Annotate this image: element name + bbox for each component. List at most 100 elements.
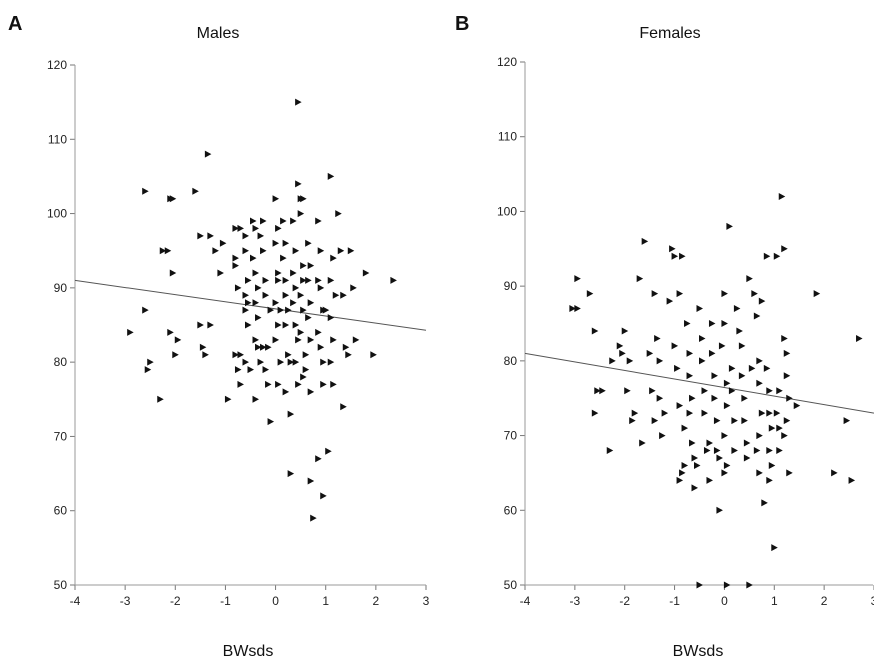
x-tick-label: 2 bbox=[373, 594, 380, 608]
data-point-males bbox=[159, 247, 167, 255]
data-point-females bbox=[626, 357, 634, 365]
data-point-females bbox=[756, 469, 763, 477]
data-point-males bbox=[197, 321, 204, 329]
data-point-males bbox=[297, 210, 305, 218]
x-tick-label: -3 bbox=[120, 594, 131, 608]
data-point-males bbox=[302, 366, 310, 374]
data-point-males bbox=[290, 217, 297, 225]
data-point-females bbox=[586, 290, 594, 298]
data-point-males bbox=[272, 336, 280, 344]
panel-letter-a: A bbox=[8, 13, 22, 35]
y-tick-label: 80 bbox=[54, 355, 68, 369]
y-tick-label: 90 bbox=[504, 279, 518, 293]
data-point-males bbox=[317, 284, 325, 292]
data-point-females bbox=[751, 290, 758, 298]
data-point-males bbox=[300, 262, 307, 270]
data-point-males bbox=[327, 314, 335, 322]
data-point-males bbox=[305, 239, 312, 247]
data-point-males bbox=[232, 254, 239, 262]
data-point-males bbox=[272, 239, 280, 247]
data-point-males bbox=[217, 269, 224, 277]
data-point-males bbox=[275, 321, 282, 329]
data-point-females bbox=[731, 447, 738, 455]
y-tick-label: 110 bbox=[498, 130, 517, 144]
data-point-females bbox=[698, 334, 706, 342]
data-point-females bbox=[721, 290, 728, 298]
data-point-females bbox=[716, 454, 723, 462]
data-point-males bbox=[242, 291, 249, 299]
data-point-females bbox=[629, 417, 636, 425]
y-tick-label: 100 bbox=[497, 204, 517, 218]
data-point-females bbox=[691, 454, 699, 462]
data-point-females bbox=[701, 387, 708, 395]
data-point-males bbox=[295, 180, 302, 188]
data-point-females bbox=[671, 342, 679, 350]
data-point-males bbox=[317, 247, 325, 255]
data-point-males bbox=[275, 380, 282, 388]
data-point-males bbox=[330, 380, 337, 388]
data-point-females bbox=[786, 469, 793, 477]
data-point-males bbox=[330, 254, 337, 262]
data-point-females bbox=[706, 476, 713, 484]
data-point-females bbox=[753, 447, 761, 455]
data-point-males bbox=[280, 254, 287, 262]
data-point-females bbox=[656, 394, 664, 402]
data-point-males bbox=[169, 195, 177, 203]
data-point-females bbox=[718, 342, 726, 350]
x-axis-females: -4 -3 -2 -1 0 1 2 3 bbox=[520, 585, 874, 608]
data-point-females bbox=[686, 372, 694, 380]
data-point-males bbox=[287, 358, 295, 366]
data-point-females bbox=[681, 461, 689, 469]
data-point-females bbox=[654, 334, 661, 342]
data-point-females bbox=[619, 349, 626, 357]
data-point-females bbox=[689, 394, 696, 402]
data-point-males bbox=[305, 314, 312, 322]
y-tick-label: 80 bbox=[504, 354, 518, 368]
data-point-females bbox=[778, 192, 786, 200]
data-point-males bbox=[192, 187, 199, 195]
data-point-males bbox=[325, 447, 332, 455]
y-tick-label: 60 bbox=[504, 503, 518, 517]
data-point-females bbox=[691, 484, 699, 492]
data-point-females bbox=[711, 372, 718, 380]
y-tick-label: 70 bbox=[504, 429, 518, 443]
data-point-males bbox=[285, 306, 292, 314]
data-point-males bbox=[390, 276, 397, 284]
data-point-females bbox=[761, 499, 768, 507]
data-point-females bbox=[731, 417, 738, 425]
data-point-females bbox=[701, 409, 708, 417]
data-point-males bbox=[260, 247, 267, 255]
data-point-males bbox=[157, 395, 164, 403]
data-point-males bbox=[252, 269, 260, 277]
x-axis-label-females: BWsds bbox=[673, 643, 724, 660]
data-point-females bbox=[723, 402, 731, 410]
data-point-females bbox=[696, 305, 703, 313]
data-points-females bbox=[569, 192, 863, 589]
data-point-males bbox=[295, 380, 302, 388]
x-tick-label: -4 bbox=[70, 594, 81, 608]
data-point-females bbox=[781, 245, 788, 253]
data-point-females bbox=[768, 461, 776, 469]
panel-letter-b: B bbox=[455, 13, 469, 35]
data-point-males bbox=[300, 276, 307, 284]
data-point-females bbox=[681, 424, 689, 432]
data-point-males bbox=[317, 343, 325, 351]
data-point-females bbox=[776, 387, 783, 395]
data-point-males bbox=[290, 269, 297, 277]
data-point-males bbox=[282, 291, 290, 299]
data-point-males bbox=[297, 291, 305, 299]
data-point-males bbox=[265, 343, 272, 351]
data-point-males bbox=[352, 336, 360, 344]
data-point-females bbox=[748, 364, 756, 372]
data-point-females bbox=[721, 432, 728, 440]
data-point-females bbox=[783, 417, 791, 425]
data-point-males bbox=[315, 455, 322, 463]
data-point-males bbox=[327, 276, 335, 284]
data-point-males bbox=[277, 358, 285, 366]
x-tick-label: 1 bbox=[322, 594, 329, 608]
data-point-males bbox=[250, 217, 257, 225]
data-point-males bbox=[285, 351, 292, 359]
data-point-females bbox=[738, 372, 746, 380]
data-point-males bbox=[237, 380, 244, 388]
